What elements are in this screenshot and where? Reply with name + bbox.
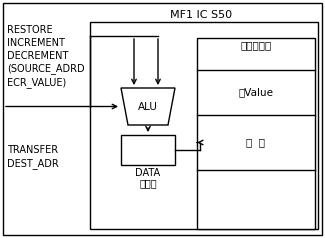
Text: 源Value: 源Value [239,88,274,98]
Text: 结  果: 结 果 [246,138,266,148]
Text: MF1 IC S50: MF1 IC S50 [170,10,232,20]
Polygon shape [121,88,175,125]
Text: RESTORE
INCREMENT
DECREMENT
(SOURCE_ADRD
ECR_VALUE): RESTORE INCREMENT DECREMENT (SOURCE_ADRD… [7,25,85,88]
Bar [197,38,315,229]
Text: 寄存器: 寄存器 [139,178,157,188]
Text: ALU: ALU [138,101,158,111]
Bar [90,22,318,229]
Text: TRANSFER
DEST_ADR: TRANSFER DEST_ADR [7,145,59,169]
Bar [121,135,175,165]
Text: DATA: DATA [136,168,161,178]
Text: 芯片存储器: 芯片存储器 [240,40,272,50]
